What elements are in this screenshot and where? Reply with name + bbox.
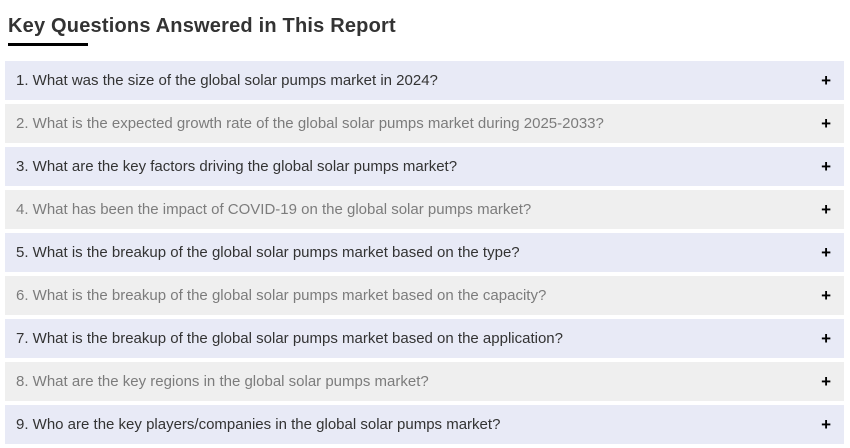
faq-question: 3. What are the key factors driving the … (16, 158, 458, 175)
expand-plus-icon[interactable]: + (821, 114, 831, 133)
expand-plus-icon[interactable]: + (821, 415, 831, 434)
faq-question: 7. What is the breakup of the global sol… (16, 330, 563, 347)
section-header: Key Questions Answered in This Report (0, 0, 850, 46)
faq-item-3[interactable]: 3. What are the key factors driving the … (5, 147, 844, 186)
faq-accordion: 1. What was the size of the global solar… (5, 61, 844, 444)
title-underline (8, 43, 88, 46)
expand-plus-icon[interactable]: + (821, 372, 831, 391)
faq-question: 9. Who are the key players/companies in … (16, 416, 501, 433)
faq-item-1[interactable]: 1. What was the size of the global solar… (5, 61, 844, 100)
faq-item-5[interactable]: 5. What is the breakup of the global sol… (5, 233, 844, 272)
faq-item-7[interactable]: 7. What is the breakup of the global sol… (5, 319, 844, 358)
faq-item-6[interactable]: 6. What is the breakup of the global sol… (5, 276, 844, 315)
faq-question: 5. What is the breakup of the global sol… (16, 244, 520, 261)
expand-plus-icon[interactable]: + (821, 329, 831, 348)
faq-question: 2. What is the expected growth rate of t… (16, 115, 604, 132)
faq-question: 8. What are the key regions in the globa… (16, 373, 429, 390)
faq-item-2[interactable]: 2. What is the expected growth rate of t… (5, 104, 844, 143)
page-title: Key Questions Answered in This Report (8, 15, 396, 37)
faq-question: 6. What is the breakup of the global sol… (16, 287, 547, 304)
faq-item-9[interactable]: 9. Who are the key players/companies in … (5, 405, 844, 444)
expand-plus-icon[interactable]: + (821, 157, 831, 176)
expand-plus-icon[interactable]: + (821, 286, 831, 305)
faq-question: 4. What has been the impact of COVID-19 … (16, 201, 532, 218)
faq-question: 1. What was the size of the global solar… (16, 72, 438, 89)
faq-item-4[interactable]: 4. What has been the impact of COVID-19 … (5, 190, 844, 229)
expand-plus-icon[interactable]: + (821, 243, 831, 262)
faq-item-8[interactable]: 8. What are the key regions in the globa… (5, 362, 844, 401)
expand-plus-icon[interactable]: + (821, 200, 831, 219)
expand-plus-icon[interactable]: + (821, 71, 831, 90)
